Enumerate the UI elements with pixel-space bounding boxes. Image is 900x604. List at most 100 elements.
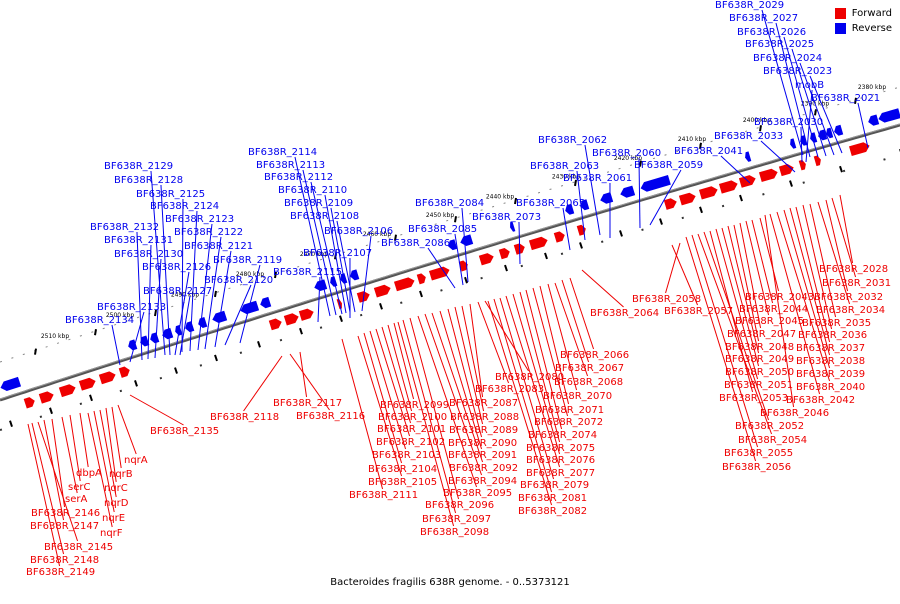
forward-gene-label: BF638R_2077 — [526, 468, 595, 479]
reverse-gene-label: BF638R_2085 — [408, 224, 477, 235]
forward-gene-label: BF638R_2048 — [725, 342, 794, 353]
forward-gene-label: BF638R_2056 — [722, 462, 791, 473]
forward-gene — [719, 179, 739, 194]
forward-gene-label: BF638R_2083 — [475, 384, 544, 395]
forward-gene-label: BF638R_2087 — [449, 398, 518, 409]
forward-gene-label: BF638R_2031 — [822, 278, 891, 289]
reverse-gene-leader — [112, 325, 120, 365]
position-tick — [95, 329, 96, 335]
reverse-gene — [259, 297, 272, 310]
reverse-gene-label: BF638R_2120 — [204, 275, 273, 286]
reverse-gene-label: BF638R_2129 — [104, 161, 173, 172]
forward-gene — [529, 235, 549, 250]
forward-gene-label: BF638R_2148 — [30, 555, 99, 566]
forward-gene — [394, 276, 416, 291]
legend-reverse: Reverse — [835, 23, 892, 34]
scale-tick-label: 2440 kbp — [486, 194, 514, 201]
forward-gene — [374, 283, 392, 297]
reverse-gene-label: BF638R_2025 — [745, 39, 814, 50]
forward-gene-label: BF638R_2038 — [796, 356, 865, 367]
forward-gene — [119, 365, 132, 378]
reverse-gene — [197, 317, 208, 329]
position-tick — [380, 303, 382, 309]
forward-gene-label: BF638R_2098 — [420, 527, 489, 538]
position-tick — [175, 368, 177, 374]
reverse-gene-label: BF638R_2123 — [165, 214, 234, 225]
forward-gene-label: BF638R_2103 — [372, 450, 441, 461]
legend-forward: Forward — [835, 8, 892, 19]
reverse-gene-label: BF638R_2133 — [97, 302, 166, 313]
forward-gene — [39, 390, 55, 404]
forward-gene-label: BF638R_2147 — [30, 521, 99, 532]
position-tick — [420, 291, 422, 297]
forward-gene-label: BF638R_2117 — [273, 398, 342, 409]
position-tick — [815, 109, 816, 115]
reverse-gene-label: BF638R_2023 — [763, 66, 832, 77]
forward-gene — [417, 272, 428, 284]
reverse-gene-label: mobB — [795, 80, 824, 91]
legend: Forward Reverse — [835, 8, 892, 38]
forward-gene — [554, 230, 566, 242]
reverse-gene — [639, 175, 671, 193]
forward-gene — [499, 247, 511, 259]
forward-gene-label: serC — [68, 482, 90, 493]
scale-tick-label: 2450 kbp — [426, 212, 454, 219]
forward-gene-leader — [840, 195, 853, 263]
forward-gene-label: BF638R_2036 — [798, 330, 867, 341]
reverse-gene-label: BF638R_2106 — [324, 226, 393, 237]
reverse-gene-label: BF638R_2113 — [256, 160, 325, 171]
reverse-gene-label: BF638R_2027 — [729, 13, 798, 24]
reverse-gene-label: BF638R_2121 — [184, 241, 253, 252]
forward-gene-label: nqrF — [100, 528, 123, 539]
position-tick — [258, 341, 260, 347]
reverse-gene-leader — [801, 127, 802, 162]
reverse-gene — [867, 115, 879, 127]
reverse-gene-label: BF638R_2131 — [104, 235, 173, 246]
forward-gene — [479, 252, 495, 266]
forward-gene-label: BF638R_2118 — [210, 412, 279, 423]
forward-gene — [284, 312, 300, 326]
forward-gene — [269, 317, 283, 330]
reverse-gene-label: BF638R_2126 — [142, 262, 211, 273]
forward-gene-label: BF638R_2102 — [376, 437, 445, 448]
scale-tick-label: 2380 kbp — [858, 84, 886, 91]
forward-gene-leader — [692, 235, 758, 447]
reverse-gene-label: BF638R_2062 — [538, 135, 607, 146]
position-tick — [215, 355, 217, 361]
forward-gene-label: BF638R_2135 — [150, 426, 219, 437]
reverse-gene-leader — [331, 208, 350, 312]
forward-gene — [699, 185, 719, 200]
forward-gene — [679, 191, 697, 205]
reverse-gene — [599, 192, 613, 205]
reverse-gene-label: BF638R_2109 — [284, 198, 353, 209]
position-tick — [35, 349, 36, 355]
position-tick — [620, 230, 622, 236]
reverse-gene-label: BF638R_2112 — [264, 172, 333, 183]
reverse-gene-leader — [563, 208, 570, 250]
forward-gene — [759, 167, 779, 182]
forward-gene-label: BF638R_2089 — [449, 425, 518, 436]
forward-gene-leader — [94, 411, 114, 512]
reverse-gene — [139, 336, 150, 348]
position-tick — [10, 421, 12, 427]
forward-gene-label: BF638R_2046 — [760, 408, 829, 419]
reverse-gene — [0, 377, 21, 393]
position-tick — [740, 195, 742, 201]
reverse-gene-label: BF638R_2084 — [415, 198, 484, 209]
position-tick — [580, 242, 582, 248]
forward-gene-label: nqrC — [104, 483, 128, 494]
forward-gene-leader — [300, 352, 307, 397]
scale-tick-label: 2510 kbp — [41, 333, 69, 340]
position-tick — [700, 207, 702, 213]
reverse-gene-leader — [428, 248, 455, 288]
reverse-gene-label: BF638R_2073 — [472, 212, 541, 223]
forward-gene — [849, 141, 871, 156]
position-tick — [215, 291, 216, 297]
reverse-gene-label: BF638R_2108 — [290, 211, 359, 222]
reverse-gene-label: BF638R_2041 — [674, 146, 743, 157]
position-tick — [455, 216, 456, 222]
reverse-gene-label: BF638R_2029 — [715, 0, 784, 11]
forward-gene — [24, 396, 37, 409]
forward-gene-label: BF638R_2055 — [724, 448, 793, 459]
reverse-gene-label: BF638R_2059 — [634, 160, 703, 171]
